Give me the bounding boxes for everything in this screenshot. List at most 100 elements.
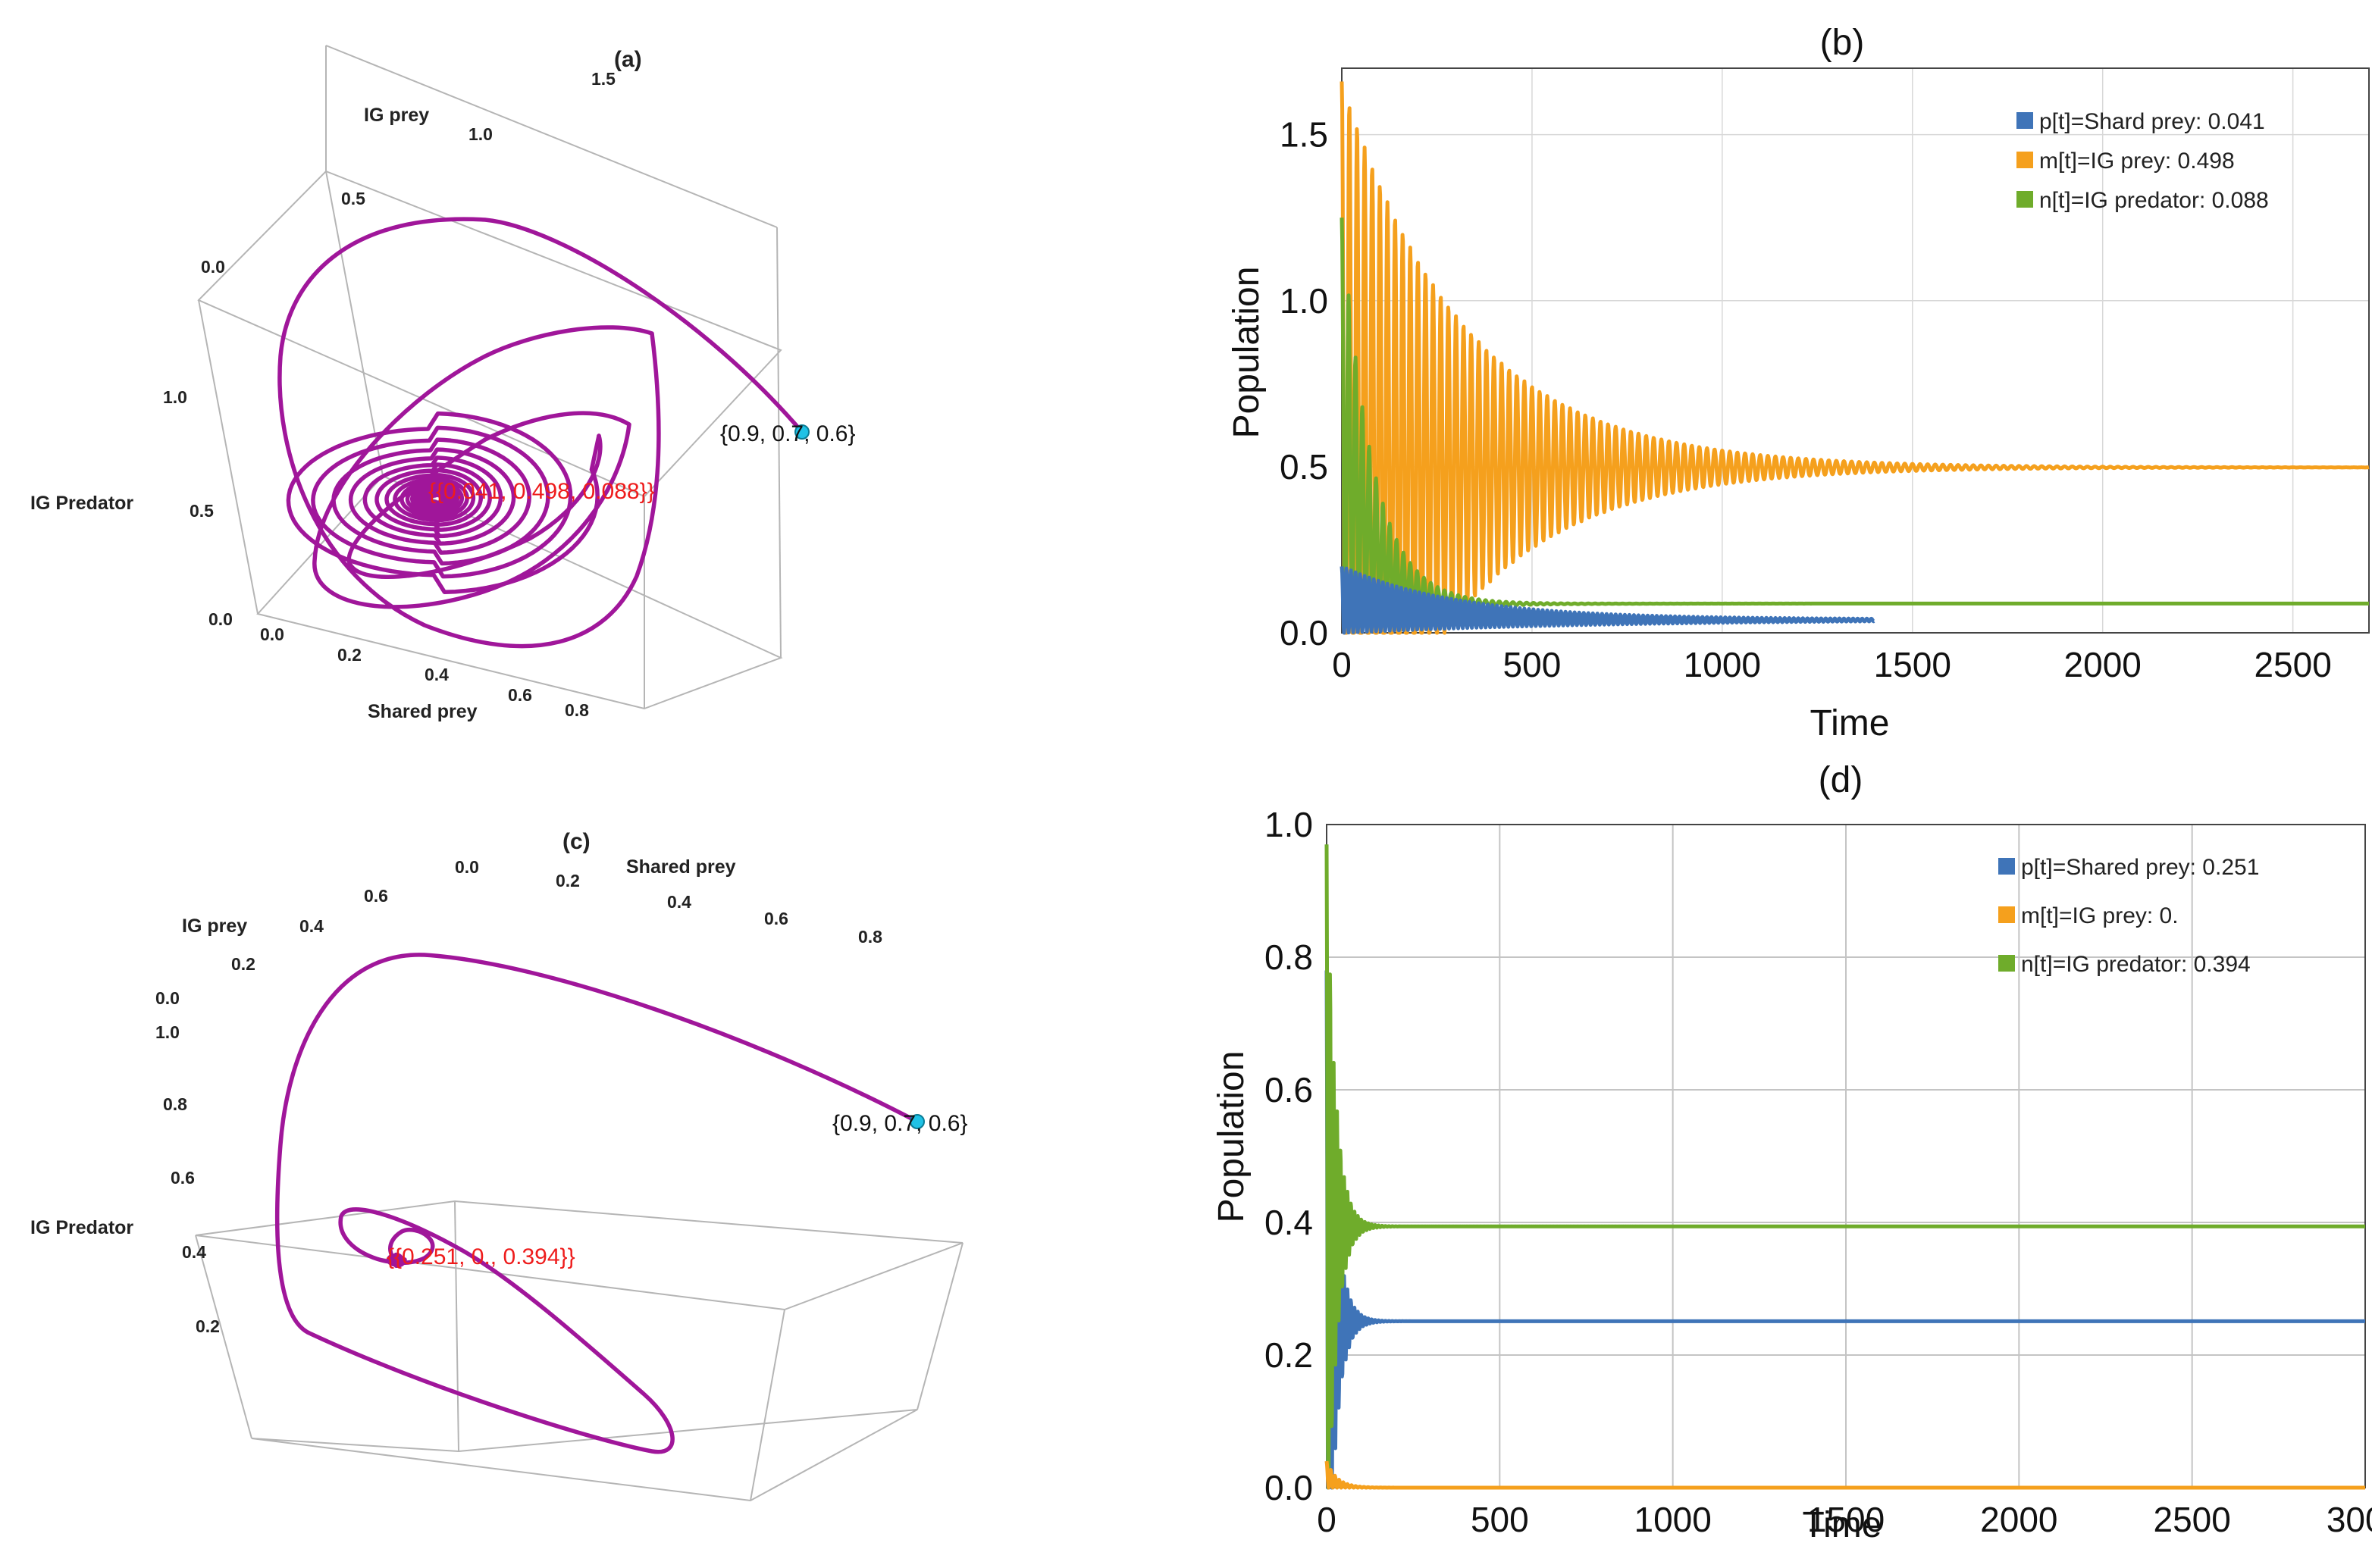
panel-b-title: (b) [1820,23,1865,63]
time-series-b: (b) 0.0 0.5 1.0 1.5 0 500 1000 1500 2000… [1227,23,2370,743]
y-tick-label: 0.0 [1264,1468,1313,1507]
initial-point-label-a: {0.9, 0.7, 0.6} [720,421,856,446]
phase-portrait-c: (c) 0.0 0.2 0.4 0.6 0.8 Shared prey 0.6 … [30,829,968,1502]
tick-x-0.2: 0.2 [337,645,362,665]
tick-y-1.0: 1.0 [468,124,493,144]
series-line [1324,970,2367,1490]
equilibrium-label-c: {{0.251, 0., 0.394}} [387,1244,575,1269]
initial-point-marker-a [794,424,810,440]
initial-point-marker-c [910,1114,925,1129]
trajectory-c [274,953,920,1454]
x-tick-label: 0 [1317,1500,1336,1539]
y-axis-label-b: Population [1227,267,1267,439]
phase-portrait-a: (a) 1.5 1.0 0.5 0.0 IG prey 1.0 0.5 0.0 … [30,45,856,722]
x-tick-label: 0 [1332,645,1352,684]
tick-y-0.4-c: 0.4 [299,916,324,936]
series-line [1340,218,2370,627]
panel-d-title: (d) [1819,760,1863,800]
x-ticks-d: 0 500 1000 1500 2000 2500 3000 [1317,1500,2372,1539]
tick-y-0.0: 0.0 [201,257,225,277]
series-line [1324,844,2367,1490]
y-tick-label: 1.5 [1280,115,1328,155]
tick-x-0.8: 0.8 [565,700,589,720]
legend-swatch-n-d [1998,955,2015,972]
panel-b: (b) 0.0 0.5 1.0 1.5 0 500 1000 1500 2000… [1198,0,2372,758]
x-tick-label: 2000 [1980,1500,2057,1539]
tick-x-0.4-c: 0.4 [667,892,691,912]
series-lines-d [1324,844,2367,1490]
x-tick-label: 1000 [1684,645,1761,684]
y-tick-label: 0.4 [1264,1203,1313,1242]
legend-swatch-n-b [2016,191,2033,208]
panel-c: (c) 0.0 0.2 0.4 0.6 0.8 Shared prey 0.6 … [0,788,1061,1564]
tick-z-0.6-c: 0.6 [171,1168,195,1188]
tick-y-0.5: 0.5 [341,189,365,208]
legend-entry-p-d: p[t]=Shared prey: 0.251 [2021,855,2259,880]
y-tick-label: 1.0 [1280,281,1328,321]
y-tick-label: 0.0 [1280,613,1328,653]
axis-label-ig-predator: IG Predator [30,493,133,514]
axis-label-ig-prey: IG prey [364,105,429,126]
x-tick-label: 2500 [2254,645,2331,684]
x-tick-label: 500 [1503,645,1562,684]
trajectory-a-spiral [286,411,601,594]
x-ticks-b: 0 500 1000 1500 2000 2500 [1332,645,2332,684]
tick-z-1.0: 1.0 [163,387,187,407]
legend-entry-n-b: n[t]=IG predator: 0.088 [2039,188,2269,213]
tick-z-0.2-c: 0.2 [196,1316,220,1336]
tick-x-0.2-c: 0.2 [556,871,580,890]
x-tick-label: 1000 [1634,1500,1711,1539]
x-tick-label: 1500 [1874,645,1951,684]
legend-swatch-p-b [2016,112,2033,129]
series-lines-b [1340,81,2370,635]
y-tick-label: 1.0 [1264,805,1313,844]
y-tick-label: 0.6 [1264,1070,1313,1109]
y-ticks-d: 0.0 0.2 0.4 0.6 0.8 1.0 [1264,805,1313,1507]
time-series-d: (d) 0.0 0.2 0.4 0.6 0.8 1.0 0 500 1000 1… [1211,760,2372,1545]
y-tick-label: 0.5 [1280,447,1328,487]
legend-d: p[t]=Shared prey: 0.251 m[t]=IG prey: 0.… [1998,855,2259,977]
tick-x-0.6-c: 0.6 [764,909,788,928]
x-axis-label-d: Time [1803,1505,1882,1545]
y-tick-label: 0.8 [1264,937,1313,977]
legend-entry-m-b: m[t]=IG prey: 0.498 [2039,149,2235,174]
y-tick-label: 0.2 [1264,1335,1313,1375]
legend-entry-n-d: n[t]=IG predator: 0.394 [2021,952,2251,977]
series-line [1340,81,2370,635]
y-axis-label-d: Population [1211,1051,1252,1223]
tick-y-0.6-c: 0.6 [364,886,388,906]
tick-y-1.5: 1.5 [591,69,616,89]
series-line [1324,1460,2367,1490]
x-tick-label: 2500 [2153,1500,2230,1539]
initial-point-label-c: {0.9, 0.7, 0.6} [832,1111,968,1136]
axis-label-ig-prey-c: IG prey [182,915,247,937]
x-axis-label-b: Time [1810,703,1890,743]
x-tick-label: 3000 [2327,1500,2372,1539]
tick-y-0.2-c: 0.2 [231,954,255,974]
series-line [1340,566,1876,635]
x-tick-label: 2000 [2064,645,2142,684]
y-ticks-b: 0.0 0.5 1.0 1.5 [1280,115,1328,653]
panel-c-title: (c) [562,829,591,854]
tick-z-0.0: 0.0 [208,609,233,629]
axis-label-ig-predator-c: IG Predator [30,1217,133,1238]
equilibrium-label-a: {{0.041, 0.498, 0.088}} [428,479,655,504]
trajectory-c-outer [274,953,920,1454]
trajectory-c-spiral [386,1252,407,1269]
legend-entry-p-b: p[t]=Shard prey: 0.041 [2039,109,2265,134]
panel-a-title: (a) [614,47,642,72]
grid-d [1326,824,2366,1488]
axis-label-shared-prey: Shared prey [368,701,478,722]
bounding-box-a [197,45,783,710]
tick-x-0.6: 0.6 [508,685,532,705]
tick-x-0.4: 0.4 [425,665,449,684]
tick-x-0.0: 0.0 [260,624,284,644]
legend-swatch-p-d [1998,858,2015,875]
tick-z-0.4-c: 0.4 [182,1242,206,1262]
legend-swatch-m-b [2016,152,2033,168]
x-tick-label: 500 [1471,1500,1529,1539]
tick-y-0.0-c: 0.0 [155,988,180,1008]
legend-swatch-m-d [1998,906,2015,923]
panel-a: (a) 1.5 1.0 0.5 0.0 IG prey 1.0 0.5 0.0 … [0,0,1061,758]
tick-z-0.8-c: 0.8 [163,1094,187,1114]
